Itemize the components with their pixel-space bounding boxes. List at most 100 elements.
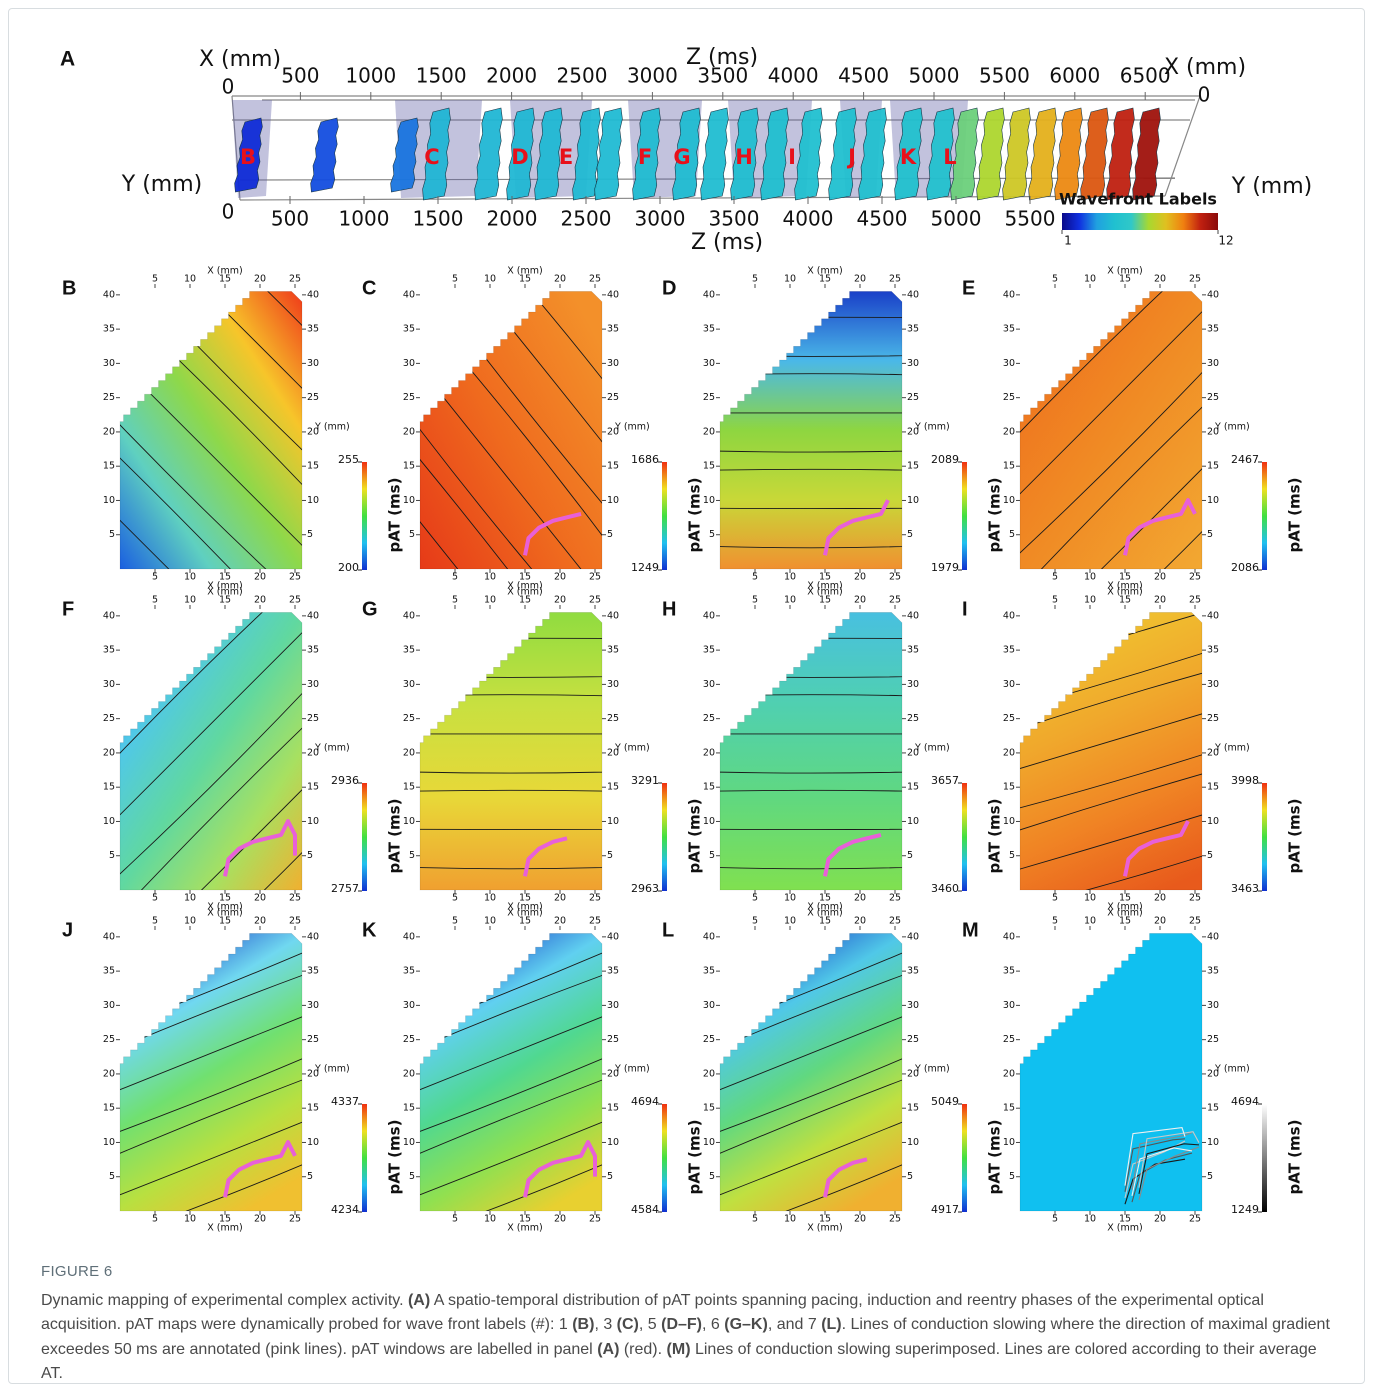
map-outline	[719, 291, 903, 570]
window-label: K	[900, 145, 917, 169]
tick-label: 5	[152, 274, 158, 285]
wavefront	[1054, 107, 1083, 201]
tick-label: 5	[752, 572, 758, 583]
tick-label: 10	[784, 1214, 796, 1225]
contour-line	[1020, 291, 1202, 569]
tick-label: 10	[484, 274, 496, 285]
tick-label: 20	[254, 274, 266, 285]
slowing-line	[1124, 1138, 1186, 1192]
tick-label: 30	[103, 679, 115, 690]
colorbar-title: pAT (ms)	[986, 478, 1004, 553]
tick-label: 20	[854, 916, 866, 927]
tick-label: 40	[103, 610, 115, 621]
colorbar	[362, 783, 367, 891]
tick-label: 10	[1084, 916, 1096, 927]
tick-label: 40	[907, 931, 919, 942]
colorbar-label: 2086	[1231, 561, 1259, 574]
contours	[1020, 612, 1202, 890]
axis-label: Y (mm)	[314, 422, 350, 433]
tick-label: 40	[1207, 610, 1219, 621]
tick-label: 15	[1119, 893, 1131, 904]
tick-label: 40	[703, 289, 715, 300]
tick-label: 10	[184, 916, 196, 927]
colorbar-title: pAT (ms)	[386, 799, 404, 874]
contour-line	[120, 674, 302, 890]
tick-label: 40	[607, 610, 619, 621]
tick-label: 20	[607, 426, 619, 437]
tick-label: 40	[1003, 289, 1015, 300]
caption-text: Lines of conduction slowing superimposed…	[41, 1340, 1317, 1383]
tick-label: 25	[607, 1034, 619, 1045]
contour-line	[420, 637, 602, 641]
tick-label: 1000	[339, 207, 390, 231]
tick-label: 30	[307, 358, 319, 369]
tick-label: 0	[1198, 83, 1211, 107]
wavefront	[1132, 107, 1161, 201]
tick-label: 25	[607, 392, 619, 403]
tick-label: 30	[907, 358, 919, 369]
tick-label: 20	[254, 595, 266, 606]
wavefront	[672, 107, 701, 201]
contour-line	[1020, 353, 1202, 569]
slowing-line	[1138, 1143, 1200, 1194]
tick-label: 5	[1009, 850, 1015, 861]
axis-label: X (mm)	[1107, 587, 1142, 598]
tick-label: 5	[752, 1214, 758, 1225]
contour-line	[120, 291, 302, 535]
colorbar	[962, 462, 967, 570]
tick-label: 35	[1207, 966, 1219, 977]
slowing-line	[223, 819, 297, 877]
tick-label: 25	[1207, 713, 1219, 724]
contour-line	[1020, 291, 1202, 569]
tick-label: 25	[403, 392, 415, 403]
colorbar-title: pAT (ms)	[1286, 1120, 1304, 1195]
tick-label: 10	[103, 816, 115, 827]
slowing-line	[223, 1140, 297, 1198]
tick-label: 20	[254, 1214, 266, 1225]
activation-map	[420, 933, 602, 1211]
axis-label: Y (mm)	[614, 422, 650, 433]
tick-label: 25	[607, 713, 619, 724]
tick-label: 15	[219, 893, 231, 904]
slowing-line	[1138, 1146, 1200, 1201]
contour-line	[720, 670, 902, 678]
tick-label: 500	[281, 64, 319, 88]
tick-label: 10	[1003, 1137, 1015, 1148]
contour-line	[420, 827, 602, 831]
tick-label: 5	[152, 595, 158, 606]
contour-line	[720, 537, 902, 549]
tick-label: 5	[109, 529, 115, 540]
tick-label: 25	[589, 916, 601, 927]
tick-label: 25	[589, 1214, 601, 1225]
tick-label: 3500	[709, 207, 760, 231]
contour-line	[120, 989, 302, 1184]
tick-label: 30	[703, 358, 715, 369]
wavefront	[474, 107, 503, 201]
figure: AB C D E F G H I J K LX (mm) Z (ms) X (mm)Y (mm) Y (m…	[60, 45, 1312, 1234]
slowing-line	[1131, 1152, 1193, 1203]
tick-label: 15	[819, 572, 831, 583]
tick-label: 40	[403, 931, 415, 942]
tick-label: 25	[103, 392, 115, 403]
tick-label: 10	[607, 816, 619, 827]
tick-label: 35	[403, 966, 415, 977]
contour-line	[120, 957, 302, 1152]
contour-line	[720, 764, 902, 774]
tick-label: 25	[289, 274, 301, 285]
contour-line	[420, 1020, 602, 1211]
tick-label: 15	[1119, 916, 1131, 927]
axis-label: X (mm)	[207, 266, 242, 277]
contour-line	[120, 612, 302, 890]
contour-line	[720, 506, 902, 510]
caption-text: . Lines of conduction slowing where the …	[41, 1316, 1330, 1358]
tick-label: 35	[307, 324, 319, 335]
tick-label: 6000	[1049, 64, 1100, 88]
tick-label: 10	[907, 1137, 919, 1148]
tick-label: 25	[1003, 713, 1015, 724]
axis-label: X (mm)	[1107, 908, 1142, 919]
contour-line	[120, 612, 302, 890]
contour-line	[720, 933, 902, 1121]
axis-label: Y (mm)	[1214, 1064, 1250, 1075]
panel-letter: E	[962, 277, 975, 299]
tick-label: 20	[1207, 1068, 1219, 1079]
